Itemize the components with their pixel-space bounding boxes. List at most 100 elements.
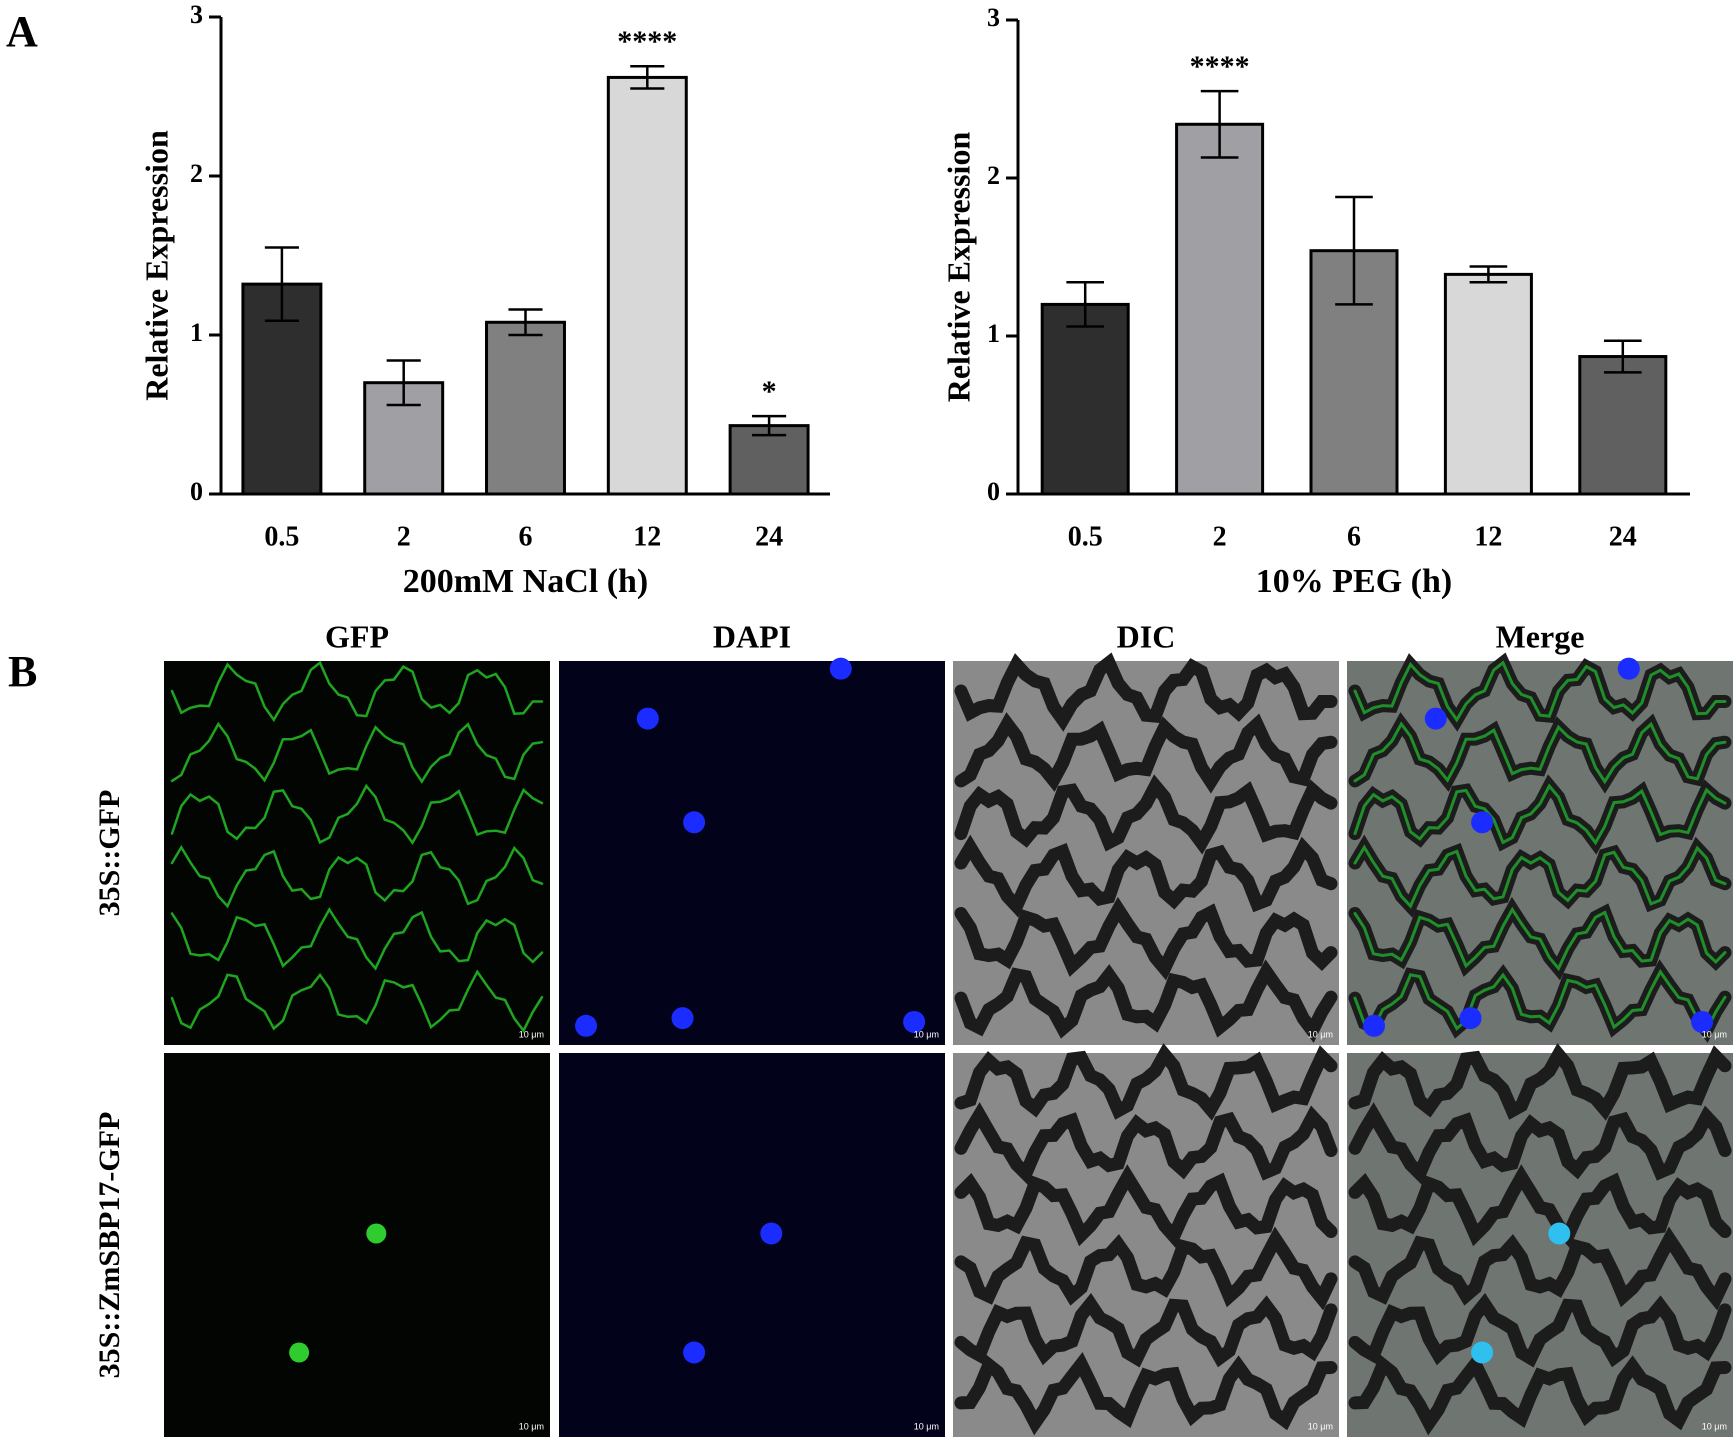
x-tick-label: 24 xyxy=(1609,521,1637,552)
bar xyxy=(1175,122,1265,496)
nucleus xyxy=(683,811,706,834)
nucleus xyxy=(1617,657,1640,680)
bar xyxy=(1578,355,1668,496)
cell-wall xyxy=(1348,1102,1732,1185)
nucleus xyxy=(1548,1222,1571,1245)
x-tick-label: 6 xyxy=(1347,521,1361,552)
row-label: 35S::GFP xyxy=(93,790,126,917)
cell-wall xyxy=(1353,906,1727,972)
cell-wall xyxy=(170,721,544,784)
panel-label: B xyxy=(8,647,37,696)
cell-wall xyxy=(954,1226,1338,1311)
cell-wall xyxy=(954,834,1338,918)
nucleus xyxy=(636,707,659,730)
cell-wall xyxy=(170,844,544,909)
significance-label: **** xyxy=(1190,50,1250,83)
row-label: 35S::ZmSBP17-GFP xyxy=(93,1112,126,1379)
column-header: Merge xyxy=(1496,618,1585,654)
nucleus xyxy=(903,1010,926,1033)
x-tick-label: 12 xyxy=(633,521,661,552)
column-header: GFP xyxy=(325,618,389,654)
nucleus xyxy=(289,1342,310,1363)
column-header: DIC xyxy=(1117,618,1176,654)
cell-wall xyxy=(954,959,1338,1043)
nucleus xyxy=(1471,811,1494,834)
bar xyxy=(1443,272,1533,496)
x-tick-label: 2 xyxy=(397,521,411,552)
x-tick-label: 2 xyxy=(1213,521,1227,552)
nucleus xyxy=(1691,1010,1714,1033)
y-tick-label: 0 xyxy=(987,477,1000,506)
cell-wall xyxy=(1353,844,1727,909)
bar xyxy=(1040,302,1130,496)
cell-wall xyxy=(1353,660,1727,723)
nucleus xyxy=(671,1007,694,1030)
scale-bar-label: 10 μm xyxy=(1702,1029,1727,1039)
cell-wall xyxy=(1348,1043,1732,1121)
y-tick-label: 2 xyxy=(190,159,203,188)
y-axis-title: Relative Expression xyxy=(940,132,976,403)
nucleus xyxy=(760,1222,783,1245)
nucleus xyxy=(1363,1014,1386,1037)
cell-wall xyxy=(954,652,1338,732)
nucleus xyxy=(683,1341,706,1364)
cell-wall xyxy=(1353,968,1727,1034)
y-tick-label: 0 xyxy=(190,477,203,506)
x-tick-label: 0.5 xyxy=(1068,521,1103,552)
cell-wall xyxy=(954,1043,1338,1121)
cell-wall xyxy=(954,1351,1338,1436)
significance-label: **** xyxy=(617,25,677,58)
bar xyxy=(485,320,566,496)
cell-wall xyxy=(170,783,544,845)
cell-wall xyxy=(1353,783,1727,846)
cell-wall xyxy=(170,969,544,1033)
y-tick-label: 3 xyxy=(987,3,1000,32)
cell-wall xyxy=(1348,1164,1732,1248)
y-tick-label: 1 xyxy=(190,318,203,347)
cell-wall xyxy=(954,896,1338,981)
cell-wall xyxy=(954,1293,1338,1368)
y-tick-label: 3 xyxy=(190,0,203,29)
cell-wall xyxy=(954,712,1338,794)
cell-wall xyxy=(1348,1293,1732,1368)
cell-wall xyxy=(1348,1351,1732,1436)
y-tick-label: 1 xyxy=(987,319,1000,348)
bar xyxy=(606,75,688,496)
panel-label: A xyxy=(6,7,38,56)
nucleus xyxy=(1471,1341,1494,1364)
micrograph xyxy=(559,1053,945,1437)
x-tick-label: 12 xyxy=(1474,521,1502,552)
y-axis-title: Relative Expression xyxy=(138,130,174,401)
x-axis-title: 200mM NaCl (h) xyxy=(403,563,649,600)
cell-wall xyxy=(170,660,544,723)
scale-bar-label: 10 μm xyxy=(1702,1421,1727,1431)
cell-wall xyxy=(954,1164,1338,1248)
x-tick-label: 6 xyxy=(519,521,533,552)
cell-wall xyxy=(1353,721,1727,785)
micrograph xyxy=(164,661,550,1045)
x-tick-label: 24 xyxy=(755,521,783,552)
micrograph xyxy=(164,1053,550,1437)
nucleus xyxy=(366,1223,387,1244)
scale-bar-label: 10 μm xyxy=(914,1421,939,1431)
micrograph xyxy=(559,661,945,1045)
x-axis-title: 10% PEG (h) xyxy=(1256,563,1452,600)
cell-wall xyxy=(954,1102,1338,1185)
scale-bar-label: 10 μm xyxy=(519,1421,544,1431)
nucleus xyxy=(829,657,852,680)
y-tick-label: 2 xyxy=(987,161,1000,190)
cell-wall xyxy=(1348,1226,1732,1311)
x-tick-label: 0.5 xyxy=(264,521,299,552)
column-header: DAPI xyxy=(713,618,791,654)
nucleus xyxy=(1459,1007,1482,1030)
nucleus xyxy=(1424,707,1447,730)
scale-bar-label: 10 μm xyxy=(519,1029,544,1039)
cell-wall xyxy=(170,907,544,971)
nucleus xyxy=(575,1014,598,1037)
scale-bar-label: 10 μm xyxy=(1308,1029,1333,1039)
scale-bar-label: 10 μm xyxy=(914,1029,939,1039)
scale-bar-label: 10 μm xyxy=(1308,1421,1333,1431)
significance-label: * xyxy=(762,375,777,408)
cell-wall xyxy=(954,774,1338,855)
